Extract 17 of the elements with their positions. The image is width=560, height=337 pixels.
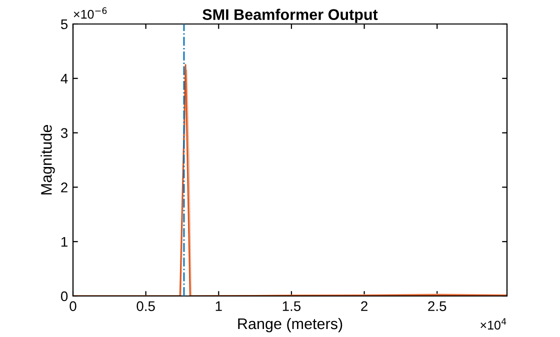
x-tick-label: 0.5 (136, 301, 155, 312)
y-tick-label: 5 (60, 19, 68, 30)
chart-title: SMI Beamformer Output (202, 8, 378, 24)
x-tick-label: 2.5 (428, 301, 446, 312)
y-tick-label: 0 (60, 291, 68, 302)
x-tick-label: 0 (70, 301, 76, 312)
x-tick-label: 1 (216, 301, 222, 311)
y-tick-label: 4 (60, 74, 68, 84)
y-tick-label: 2 (61, 182, 68, 192)
y-tick-label: 1 (61, 237, 68, 247)
text: ×10$^{4}$ (480, 318, 506, 330)
y-axis-title: Magnitude (40, 125, 55, 194)
text: ×10$^{−6}$ (74, 7, 107, 19)
x-tick-label: 2 (361, 301, 368, 311)
y-tick-label: 3 (60, 128, 68, 138)
x-axis-title: Range (meters) (238, 318, 342, 332)
x-tick-label: 1.5 (282, 301, 301, 312)
